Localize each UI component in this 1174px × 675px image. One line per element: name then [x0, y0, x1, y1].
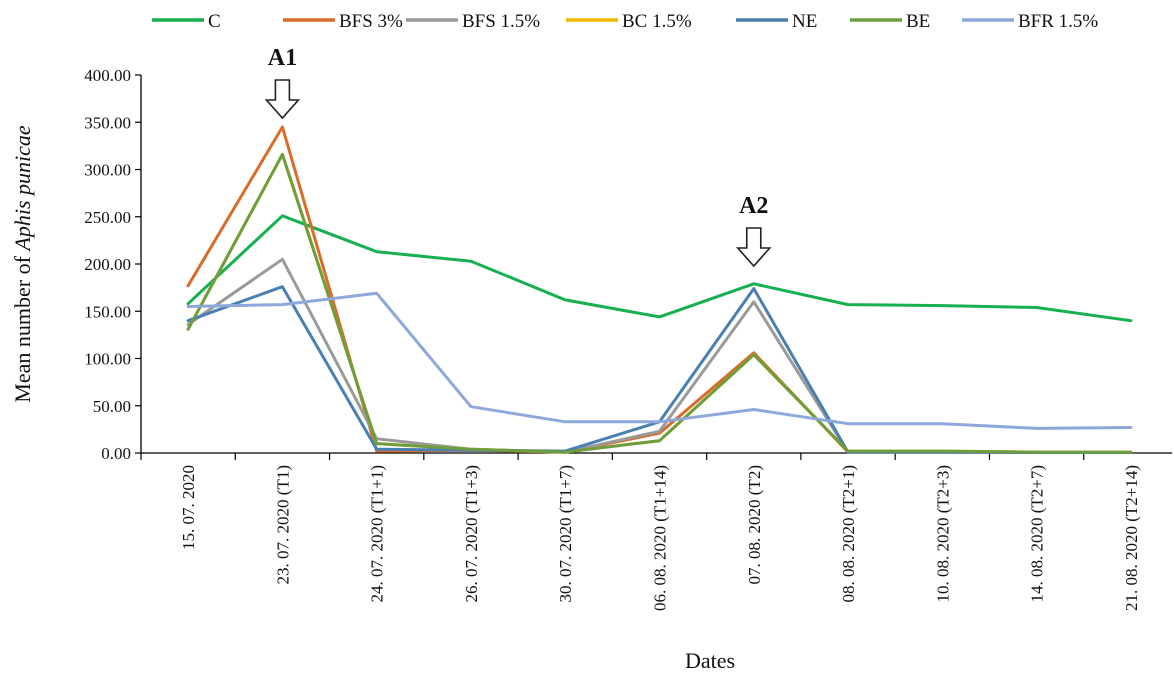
chart-axes: [140, 75, 1172, 454]
x-tick-label: 14. 08. 2020 (T2+7): [1028, 465, 1047, 603]
annotation-arrow-icon: [264, 79, 301, 120]
legend-label-bfr-1-5: BFR 1.5%: [1018, 11, 1098, 32]
chart-annotations: A1 A2: [264, 45, 772, 268]
legend-label-be: BE: [906, 11, 930, 32]
legend-label-bfs-3: BFS 3%: [339, 11, 403, 32]
legend-label-c: C: [208, 11, 221, 32]
x-axis-ticks: 15. 07. 2020 23. 07. 2020 (T1) 24. 07. 202…: [140, 453, 1141, 611]
x-tick-label: 08. 08. 2020 (T2+1): [839, 465, 858, 603]
x-tick-label: 24. 07. 2020 (T1+1): [368, 465, 387, 603]
legend-label-bc-1-5: BC 1.5%: [622, 11, 692, 32]
y-tick-label: 200.00: [84, 255, 131, 274]
y-axis-title-prefix: Mean number of: [10, 251, 35, 403]
annotation-arrow-icon: [735, 227, 772, 268]
y-tick-label: 100.00: [84, 350, 131, 369]
y-tick-label: 50.00: [93, 397, 131, 416]
series-line-c: [186, 214, 1133, 323]
x-tick-label: 06. 08. 2020 (T1+14): [651, 465, 670, 611]
chart-legend: C BFS 3% BFS 1.5% BC 1.5% NE BE BFR 1.5%: [152, 11, 1098, 32]
y-tick-label: 400.00: [84, 66, 131, 85]
y-tick-label: 0.00: [101, 444, 131, 463]
y-tick-label: 300.00: [84, 161, 131, 180]
y-tick-label: 250.00: [84, 208, 131, 227]
x-tick-label: 21. 08. 2020 (T2+14): [1122, 465, 1141, 611]
y-axis-ticks: 0.00 50.00 100.00 150.00 200.00 250.00 300.00 3…: [84, 66, 141, 463]
x-tick-label: 30. 07. 2020 (T1+7): [556, 465, 575, 603]
series-line-be: [186, 152, 1133, 454]
x-tick-label: 26. 07. 2020 (T1+3): [462, 465, 481, 603]
chart-series: [186, 125, 1133, 454]
x-tick-label: 23. 07. 2020 (T1): [273, 465, 292, 584]
x-tick-label: 10. 08. 2020 (T2+3): [933, 465, 952, 603]
x-axis-title: Dates: [685, 648, 735, 673]
legend-label-ne: NE: [792, 11, 817, 32]
series-line-bfs-3: [186, 125, 1133, 454]
x-tick-label: 15. 07. 2020: [179, 465, 198, 550]
series-line-bfr-1-5: [186, 291, 1133, 430]
series-line-ne: [186, 285, 1133, 454]
annotation-label-a1: A1: [268, 45, 297, 71]
y-tick-label: 150.00: [84, 302, 131, 321]
annotation-label-a2: A2: [739, 193, 768, 219]
y-axis-title: Mean number of Aphis punicae: [10, 125, 35, 403]
x-tick-label: 07. 08. 2020 (T2): [745, 465, 764, 584]
legend-label-bfs-1-5: BFS 1.5%: [462, 11, 540, 32]
y-axis-title-species: Aphis punicae: [10, 125, 35, 252]
y-tick-label: 350.00: [84, 113, 131, 132]
